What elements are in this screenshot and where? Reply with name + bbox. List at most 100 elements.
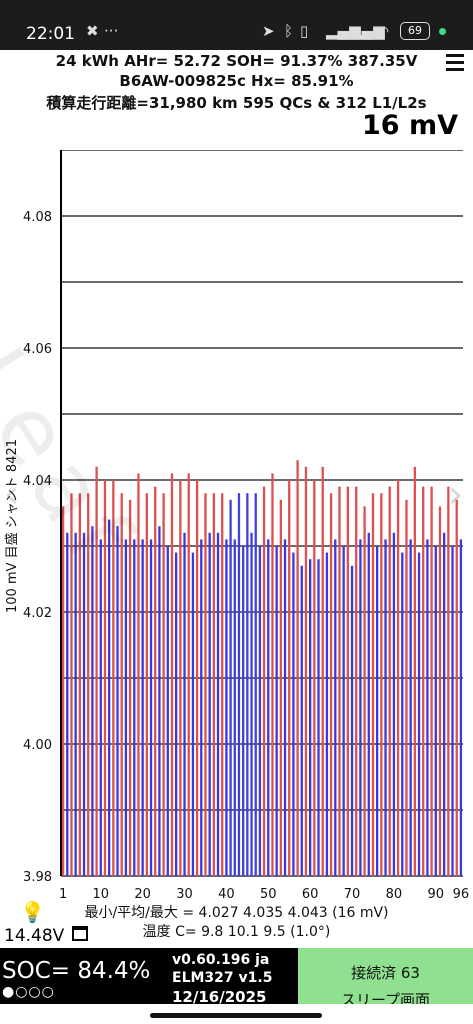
bar-cell-80 (393, 533, 395, 876)
bar-cell-90 (435, 546, 437, 876)
tools-icon: ✖ (86, 22, 99, 40)
bar-cell-7 (87, 493, 89, 876)
bar-cell-76 (376, 546, 378, 876)
x-tick-label: 20 (134, 887, 151, 902)
bar-cell-53 (280, 500, 282, 876)
bar-cell-38 (217, 533, 219, 876)
bar-cell-69 (347, 487, 349, 876)
bar-cell-84 (410, 539, 412, 876)
y-tick-label: 3.98 (23, 870, 52, 885)
bar-cell-33 (196, 480, 198, 876)
home-gesture-pill[interactable] (150, 1013, 322, 1018)
temperature-stats: 温度 C= 9.8 10.1 9.5 (1.0°) (0, 921, 473, 941)
y-tick-label: 4.08 (23, 210, 52, 225)
bar-cell-30 (183, 533, 185, 876)
bar-cell-45 (246, 493, 248, 876)
menu-icon[interactable] (446, 54, 464, 75)
bar-cell-21 (146, 493, 148, 876)
bar-cell-78 (384, 539, 386, 876)
bar-cell-20 (142, 539, 144, 876)
bar-cell-64 (326, 553, 328, 876)
bar-cell-68 (343, 546, 345, 876)
bar-cell-56 (292, 553, 294, 876)
x-tick-label: 10 (93, 887, 110, 902)
bar-cell-66 (334, 539, 336, 876)
bar-cell-5 (79, 493, 81, 876)
x-tick-label: 50 (260, 887, 277, 902)
bar-cell-75 (372, 493, 374, 876)
calendar-icon[interactable] (72, 926, 88, 941)
bar-cell-46 (250, 533, 252, 876)
bar-cell-16 (125, 539, 127, 876)
bar-cell-6 (83, 533, 85, 876)
cell-voltage-chart[interactable]: 4.08 4.06 4.04 4.02 4.00 3.98 1 10 20 30 40 50 60 70 8… (0, 150, 473, 910)
bar-cell-86 (418, 553, 420, 876)
bar-cell-8 (91, 526, 93, 876)
bluetooth-icon: ᛒ (284, 22, 293, 40)
bar-cell-41 (229, 500, 231, 876)
bar-cell-27 (171, 473, 173, 876)
bar-cell-39 (221, 493, 223, 876)
bar-cell-42 (234, 539, 236, 876)
bar-cell-77 (380, 493, 382, 876)
header-line-1: 24 kWh AHr= 52.72 SOH= 91.37% 387.35V (0, 52, 473, 70)
more-icon: ··· (104, 22, 118, 40)
soc-indicator-dots: ●○○○ (2, 984, 55, 1000)
bar-cell-65 (330, 493, 332, 876)
vibrate-off-icon: ▯ (300, 22, 308, 40)
bar-cell-62 (317, 559, 319, 876)
x-tick-label: 70 (344, 887, 361, 902)
bar-cell-89 (430, 487, 432, 876)
bar-cell-34 (200, 539, 202, 876)
bar-cell-57 (296, 460, 298, 876)
bar-cell-70 (351, 566, 353, 876)
soc-readout: SOC= 84.4% (2, 958, 150, 984)
bar-cell-35 (204, 493, 206, 876)
min-avg-max-stats: 最小/平均/最大 = 4.027 4.035 4.043 (16 mV) (0, 902, 473, 922)
bar-cell-40 (225, 539, 227, 876)
bar-cell-55 (288, 480, 290, 876)
header-line-2: B6AW-009825c Hx= 85.91% (0, 72, 473, 90)
bar-cell-3 (70, 493, 72, 876)
x-tick-label: 96 (453, 887, 470, 902)
bar-cell-91 (439, 506, 441, 876)
location-arrow-icon: ➤ (262, 22, 275, 40)
bar-cell-71 (355, 487, 357, 876)
bar-cell-28 (175, 553, 177, 876)
bar-cell-88 (426, 539, 428, 876)
bar-cell-24 (158, 526, 160, 876)
next-arrow-icon[interactable]: › (448, 472, 463, 516)
bar-cell-9 (95, 467, 97, 876)
scale-label[interactable]: 16 mV (362, 110, 458, 141)
previous-arrow-icon[interactable]: ‹ (4, 472, 19, 516)
bar-cell-54 (284, 539, 286, 876)
bar-cell-43 (238, 493, 240, 876)
bar-cell-29 (179, 480, 181, 876)
bar-cell-83 (405, 500, 407, 876)
bar-cell-51 (271, 473, 273, 876)
bar-cell-15 (121, 493, 123, 876)
bar-cell-63 (322, 467, 324, 876)
bar-cell-67 (338, 487, 340, 876)
x-tick-label: 30 (176, 887, 193, 902)
bar-cell-58 (301, 566, 303, 876)
bar-cell-52 (276, 546, 278, 876)
x-tick-label: 80 (386, 887, 403, 902)
status-bar: 22:01 ✖ ··· ➤ ᛒ ▯ ▂▄▆ ▂▄▆ ◠ 69 (0, 0, 473, 50)
bar-cell-95 (456, 500, 458, 876)
12v-battery-voltage: 14.48V (4, 926, 64, 946)
x-tick-label: 40 (218, 887, 235, 902)
navigation-bar (0, 1004, 473, 1024)
adapter-version: ELM327 v1.5 (172, 970, 272, 986)
y-tick-label: 4.04 (23, 474, 52, 489)
bar-cell-79 (389, 487, 391, 876)
bar-cell-87 (422, 487, 424, 876)
app-version: v0.60.196 ja (172, 952, 269, 968)
bar-cell-11 (104, 480, 106, 876)
connection-button[interactable]: 接続済 63 スリープ画面 (298, 948, 473, 1004)
bar-cell-17 (129, 500, 131, 876)
bar-cell-47 (255, 493, 257, 876)
bar-cell-36 (209, 533, 211, 876)
bar-cell-26 (167, 546, 169, 876)
bar-cell-14 (116, 526, 118, 876)
